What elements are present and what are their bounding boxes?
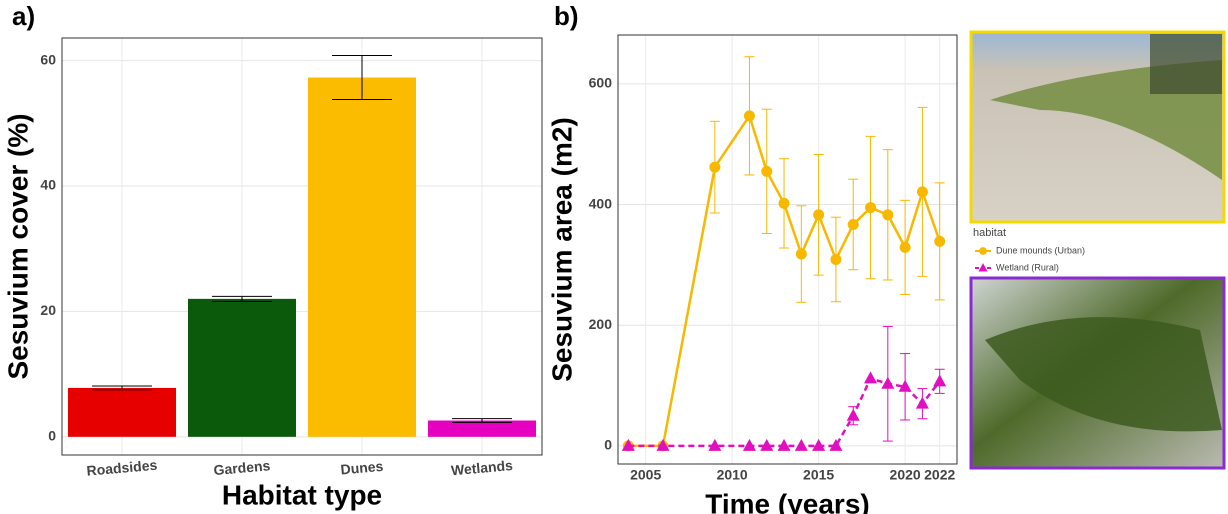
point <box>813 209 825 221</box>
point <box>777 438 791 451</box>
point <box>898 379 912 392</box>
legend-title: habitat <box>973 227 1006 239</box>
photo-dunes <box>969 30 1226 224</box>
point <box>829 438 843 451</box>
point <box>846 408 860 421</box>
y-tick-label: 0 <box>48 428 56 444</box>
legend-marker <box>978 263 988 272</box>
y-tick-label: 60 <box>40 51 56 67</box>
x-axis-title: Time (years) <box>705 488 869 514</box>
x-tick-label: Gardens <box>213 457 271 478</box>
point <box>656 438 670 451</box>
x-tick-label: 2010 <box>717 467 748 483</box>
bar <box>428 420 536 437</box>
point <box>778 197 790 209</box>
point <box>899 241 911 253</box>
point <box>847 218 859 230</box>
legend-label: Wetland (Rural) <box>996 262 1059 272</box>
point <box>933 374 947 387</box>
point <box>915 396 929 409</box>
point <box>709 161 721 173</box>
x-axis-title: Habitat type <box>222 479 382 510</box>
plot-frame <box>61 37 543 456</box>
y-tick-label: 400 <box>589 195 613 211</box>
point <box>621 438 635 451</box>
y-axis-title: Sesuvium cover (%) <box>2 113 33 379</box>
point <box>760 438 774 451</box>
legend-label: Dune mounds (Urban) <box>996 245 1085 255</box>
point <box>812 438 826 451</box>
legend-marker <box>979 247 987 255</box>
y-tick-label: 200 <box>589 316 613 332</box>
point <box>865 202 877 214</box>
point <box>864 371 878 384</box>
point <box>708 438 722 451</box>
x-tick-label: 2015 <box>803 467 834 483</box>
point <box>743 110 755 122</box>
point <box>916 186 928 198</box>
bar <box>188 298 296 437</box>
point <box>794 438 808 451</box>
y-tick-label: 0 <box>604 437 612 453</box>
x-tick-label: 2022 <box>924 467 955 483</box>
plot-frame <box>617 34 958 465</box>
photo-wetland <box>969 276 1226 470</box>
point <box>881 376 895 389</box>
point <box>934 235 946 247</box>
panel-label: a) <box>12 1 35 31</box>
x-tick-label: Wetlands <box>450 457 513 478</box>
y-tick-label: 600 <box>589 75 613 91</box>
point <box>742 438 756 451</box>
bar <box>68 387 176 437</box>
y-tick-label: 20 <box>40 302 56 318</box>
point <box>795 248 807 260</box>
point <box>882 209 894 221</box>
point <box>761 165 773 177</box>
x-tick-label: 2005 <box>630 467 661 483</box>
point <box>830 253 842 265</box>
bar <box>308 77 416 437</box>
x-tick-label: 2020 <box>890 467 921 483</box>
x-tick-label: Dunes <box>340 458 384 478</box>
y-axis-title: Sesuvium area (m2) <box>546 117 577 382</box>
x-tick-label: Roadsides <box>86 457 158 479</box>
panel-label: b) <box>554 1 579 31</box>
y-tick-label: 40 <box>40 177 56 193</box>
